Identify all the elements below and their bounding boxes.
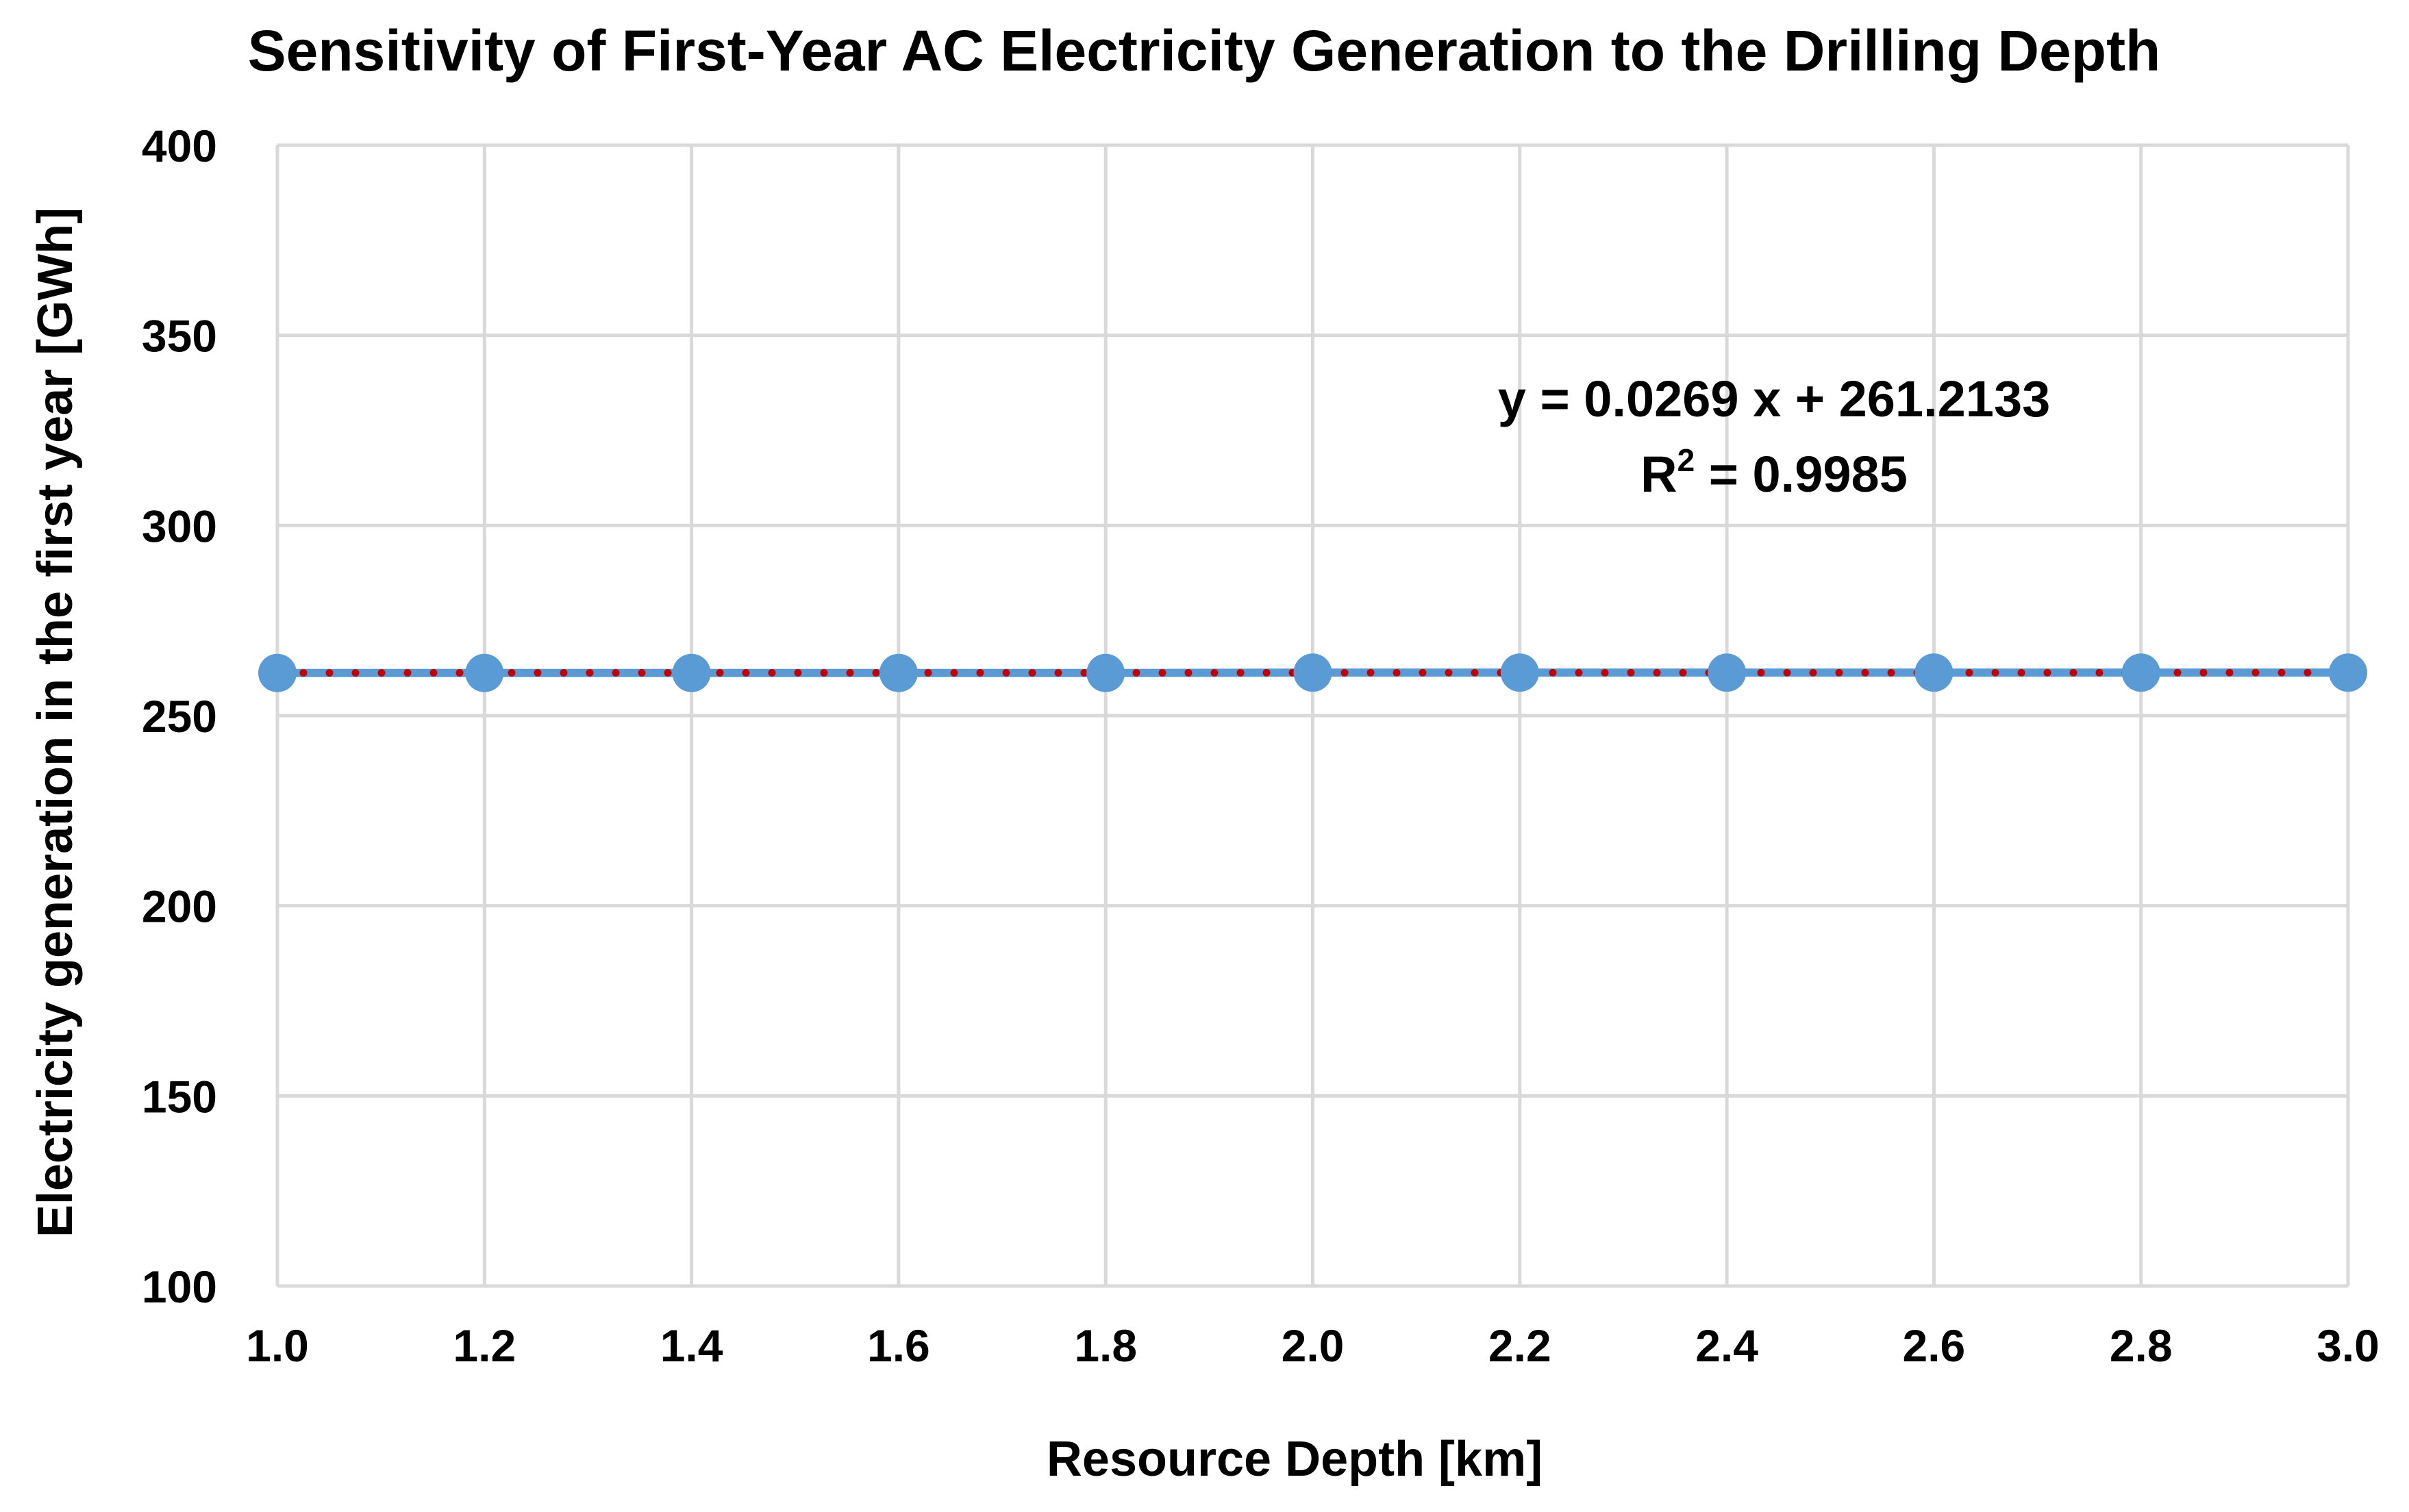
data-point xyxy=(465,653,504,692)
y-axis-title: Electricity generation in the first year… xyxy=(28,207,83,1237)
r-squared-prefix: R xyxy=(1640,446,1677,503)
y-tick-labels: 100 150 200 250 300 350 400 xyxy=(142,121,217,1312)
x-tick-label: 3.0 xyxy=(2317,1320,2380,1371)
data-point xyxy=(1500,653,1539,692)
data-point xyxy=(1293,653,1332,692)
x-axis-title: Resource Depth [km] xyxy=(1047,1432,1543,1487)
series-markers xyxy=(258,653,2367,692)
x-tick-label: 2.0 xyxy=(1282,1320,1345,1371)
x-tick-label: 1.0 xyxy=(246,1320,309,1371)
data-point xyxy=(672,653,711,692)
r-squared-value: = 0.9985 xyxy=(1695,446,1908,503)
y-tick-label: 300 xyxy=(142,501,217,551)
x-tick-label: 2.8 xyxy=(2110,1320,2173,1371)
x-tick-label: 1.4 xyxy=(660,1320,723,1371)
data-point xyxy=(879,653,918,692)
data-point xyxy=(1086,653,1125,692)
x-tick-label: 2.2 xyxy=(1488,1320,1551,1371)
data-point xyxy=(1708,653,1747,692)
trendline-equation: y = 0.0269 x + 261.2133 xyxy=(1498,370,2051,427)
y-tick-label: 200 xyxy=(142,881,217,932)
y-tick-label: 350 xyxy=(142,311,217,362)
x-tick-label: 1.8 xyxy=(1074,1320,1137,1371)
x-tick-label: 1.2 xyxy=(453,1320,516,1371)
data-point xyxy=(258,653,297,692)
y-tick-label: 250 xyxy=(142,691,217,742)
data-point xyxy=(2329,653,2367,692)
data-point xyxy=(2121,653,2160,692)
y-tick-label: 400 xyxy=(142,121,217,171)
x-tick-label: 2.6 xyxy=(1903,1320,1966,1371)
x-tick-label: 1.6 xyxy=(867,1320,930,1371)
data-point xyxy=(1914,653,1954,692)
chart-title: Sensitivity of First-Year AC Electricity… xyxy=(248,18,2161,83)
x-tick-label: 2.4 xyxy=(1695,1320,1758,1371)
y-gridlines xyxy=(277,143,2348,1288)
r-squared-superscript: 2 xyxy=(1677,442,1695,478)
y-tick-label: 150 xyxy=(142,1071,217,1122)
x-tick-labels: 1.0 1.2 1.4 1.6 1.8 2.0 2.2 2.4 2.6 2.8 3.0 xyxy=(246,1320,2380,1371)
y-tick-label: 100 xyxy=(142,1261,217,1312)
r-squared-label: R2 = 0.9985 xyxy=(1640,442,1908,503)
